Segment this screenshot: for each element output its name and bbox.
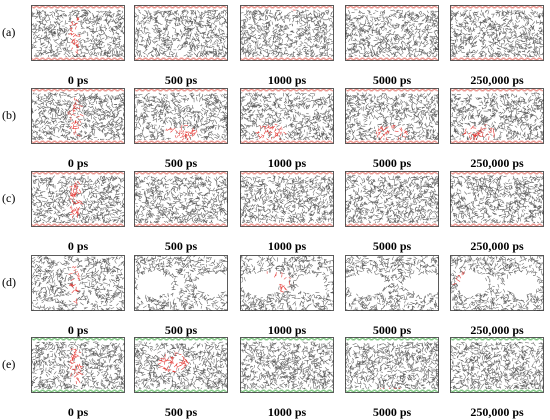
- snapshot-panel: [134, 337, 228, 393]
- time-label: 250,000 ps: [470, 73, 524, 87]
- row-label: (b): [2, 108, 16, 122]
- snapshot-panel: [345, 5, 439, 61]
- row-label: (a): [2, 25, 16, 39]
- snapshot-panel: [450, 255, 544, 311]
- snapshot-panel: [134, 5, 228, 61]
- time-label: 250,000 ps: [470, 323, 524, 337]
- snapshot-panel: [240, 88, 334, 144]
- snapshot-panel: [240, 171, 334, 227]
- time-label: 5000 ps: [372, 239, 412, 253]
- snapshot-panel: [450, 337, 544, 393]
- snapshot-panel: [450, 5, 544, 61]
- snapshot-panel: [450, 171, 544, 227]
- snapshot-panel: [240, 255, 334, 311]
- time-label: 250,000 ps: [470, 156, 524, 170]
- time-label: 0 ps: [67, 156, 89, 170]
- time-label: 1000 ps: [267, 405, 307, 419]
- time-label: 1000 ps: [267, 323, 307, 337]
- snapshot-panel: [134, 255, 228, 311]
- snapshot-panel: [31, 337, 125, 393]
- snapshot-panel: [345, 171, 439, 227]
- snapshot-panel: [31, 255, 125, 311]
- time-label: 5000 ps: [372, 405, 412, 419]
- row-label: (e): [2, 357, 16, 371]
- snapshot-panel: [134, 88, 228, 144]
- snapshot-panel: [31, 5, 125, 61]
- time-label: 0 ps: [67, 405, 89, 419]
- time-label: 0 ps: [67, 239, 89, 253]
- snapshot-panel: [345, 88, 439, 144]
- time-label: 500 ps: [164, 156, 198, 170]
- time-label: 1000 ps: [267, 73, 307, 87]
- snapshot-panel: [240, 5, 334, 61]
- snapshot-panel: [345, 255, 439, 311]
- row-label: (d): [2, 275, 16, 289]
- time-label: 5000 ps: [372, 323, 412, 337]
- snapshot-panel: [345, 337, 439, 393]
- time-label: 1000 ps: [267, 239, 307, 253]
- time-label: 250,000 ps: [470, 405, 524, 419]
- time-label: 500 ps: [164, 239, 198, 253]
- snapshot-panel: [450, 88, 544, 144]
- time-label: 500 ps: [164, 405, 198, 419]
- time-label: 0 ps: [67, 73, 89, 87]
- snapshot-panel: [31, 88, 125, 144]
- time-label: 250,000 ps: [470, 239, 524, 253]
- time-label: 0 ps: [67, 323, 89, 337]
- time-label: 1000 ps: [267, 156, 307, 170]
- snapshot-panel: [240, 337, 334, 393]
- row-label: (c): [2, 191, 16, 205]
- snapshot-panel: [31, 171, 125, 227]
- snapshot-panel: [134, 171, 228, 227]
- time-label: 500 ps: [164, 73, 198, 87]
- time-label: 500 ps: [164, 323, 198, 337]
- time-label: 5000 ps: [372, 156, 412, 170]
- time-label: 5000 ps: [372, 73, 412, 87]
